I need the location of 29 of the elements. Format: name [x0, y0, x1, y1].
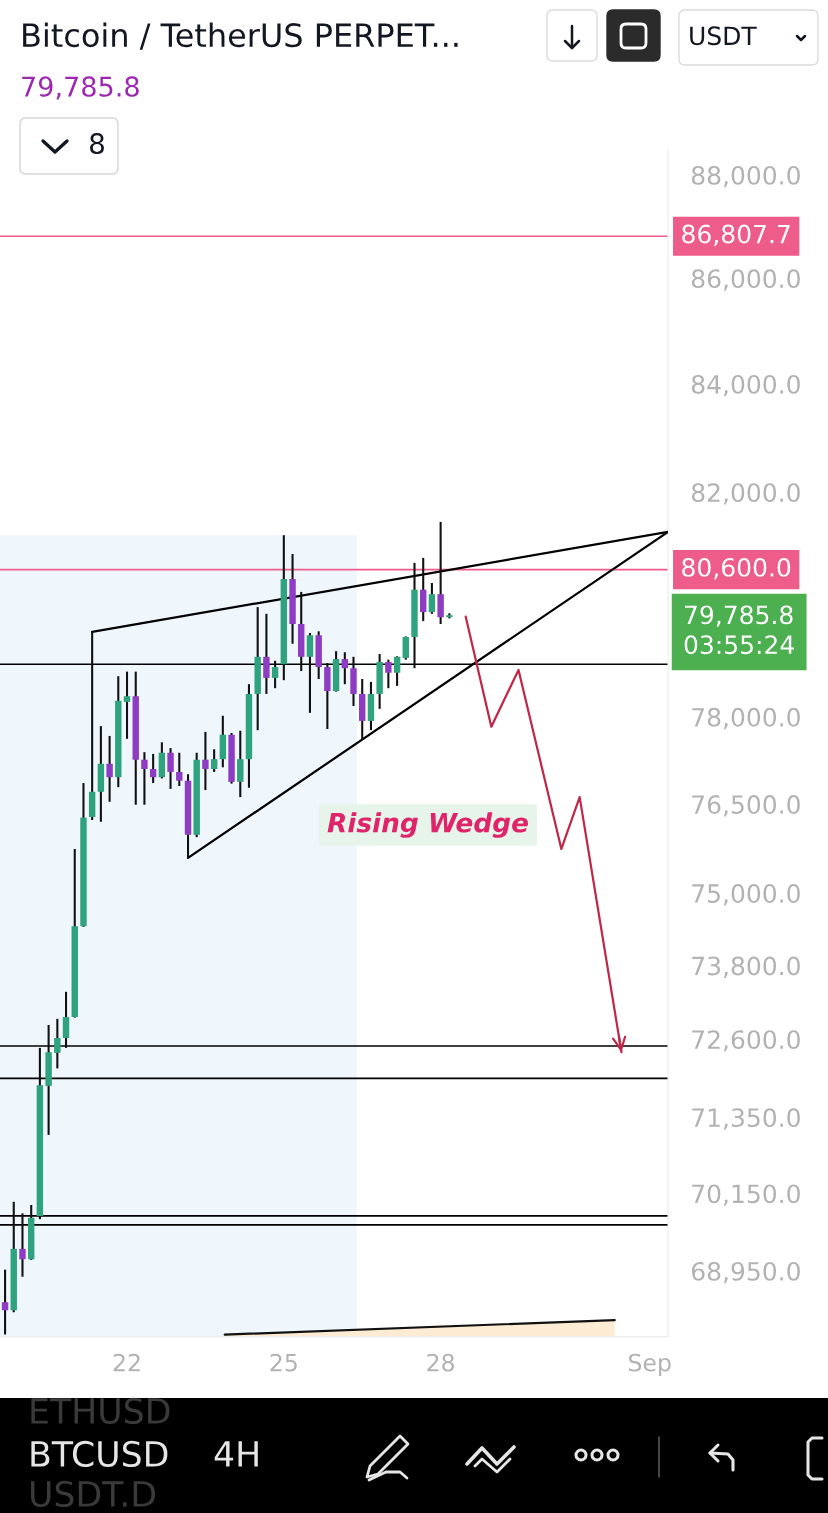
y-tick-label: 75,000.0 [692, 884, 800, 906]
text: USDT [690, 26, 757, 46]
chart-title: Bitcoin / TetherUS PERPET... [23, 22, 458, 50]
y-tick-label: 86,000.0 [691, 269, 800, 291]
y-tick-label: 78,000.0 [692, 707, 800, 730]
text: 79,785.8 [685, 605, 793, 627]
annotation: 8 [90, 133, 104, 155]
text: 03:55:24 [684, 635, 794, 655]
y-tick-label: 73,800.0 [692, 956, 800, 978]
text: ETHUSD [31, 1397, 170, 1425]
ref-line-label: 80,600.0 [682, 557, 791, 580]
text: USDT.D [31, 1480, 155, 1508]
x-tick-label: 22 [113, 1353, 140, 1372]
text: BTCUSD [31, 1440, 168, 1468]
annotation: Rising Wedge [327, 812, 528, 838]
text: 79,785.8 [22, 76, 139, 100]
x-tick-label: 25 [270, 1353, 297, 1372]
y-tick-label: 71,350.0 [692, 1108, 800, 1130]
x-tick-label: 28 [427, 1353, 455, 1372]
y-tick-label: 84,000.0 [691, 374, 800, 397]
y-tick-label: 82,000.0 [691, 483, 800, 505]
y-tick-label: 76,500.0 [692, 795, 800, 817]
y-tick-label: 68,950.0 [691, 1261, 800, 1284]
x-tick-label: Sep [629, 1353, 671, 1377]
ref-line-label: 86,807.7 [682, 224, 790, 247]
y-tick-label: 72,600.0 [692, 1030, 800, 1052]
y-tick-label: 88,000.0 [691, 165, 800, 188]
text: 4H [214, 1441, 258, 1467]
y-tick-label: 70,150.0 [692, 1184, 800, 1206]
